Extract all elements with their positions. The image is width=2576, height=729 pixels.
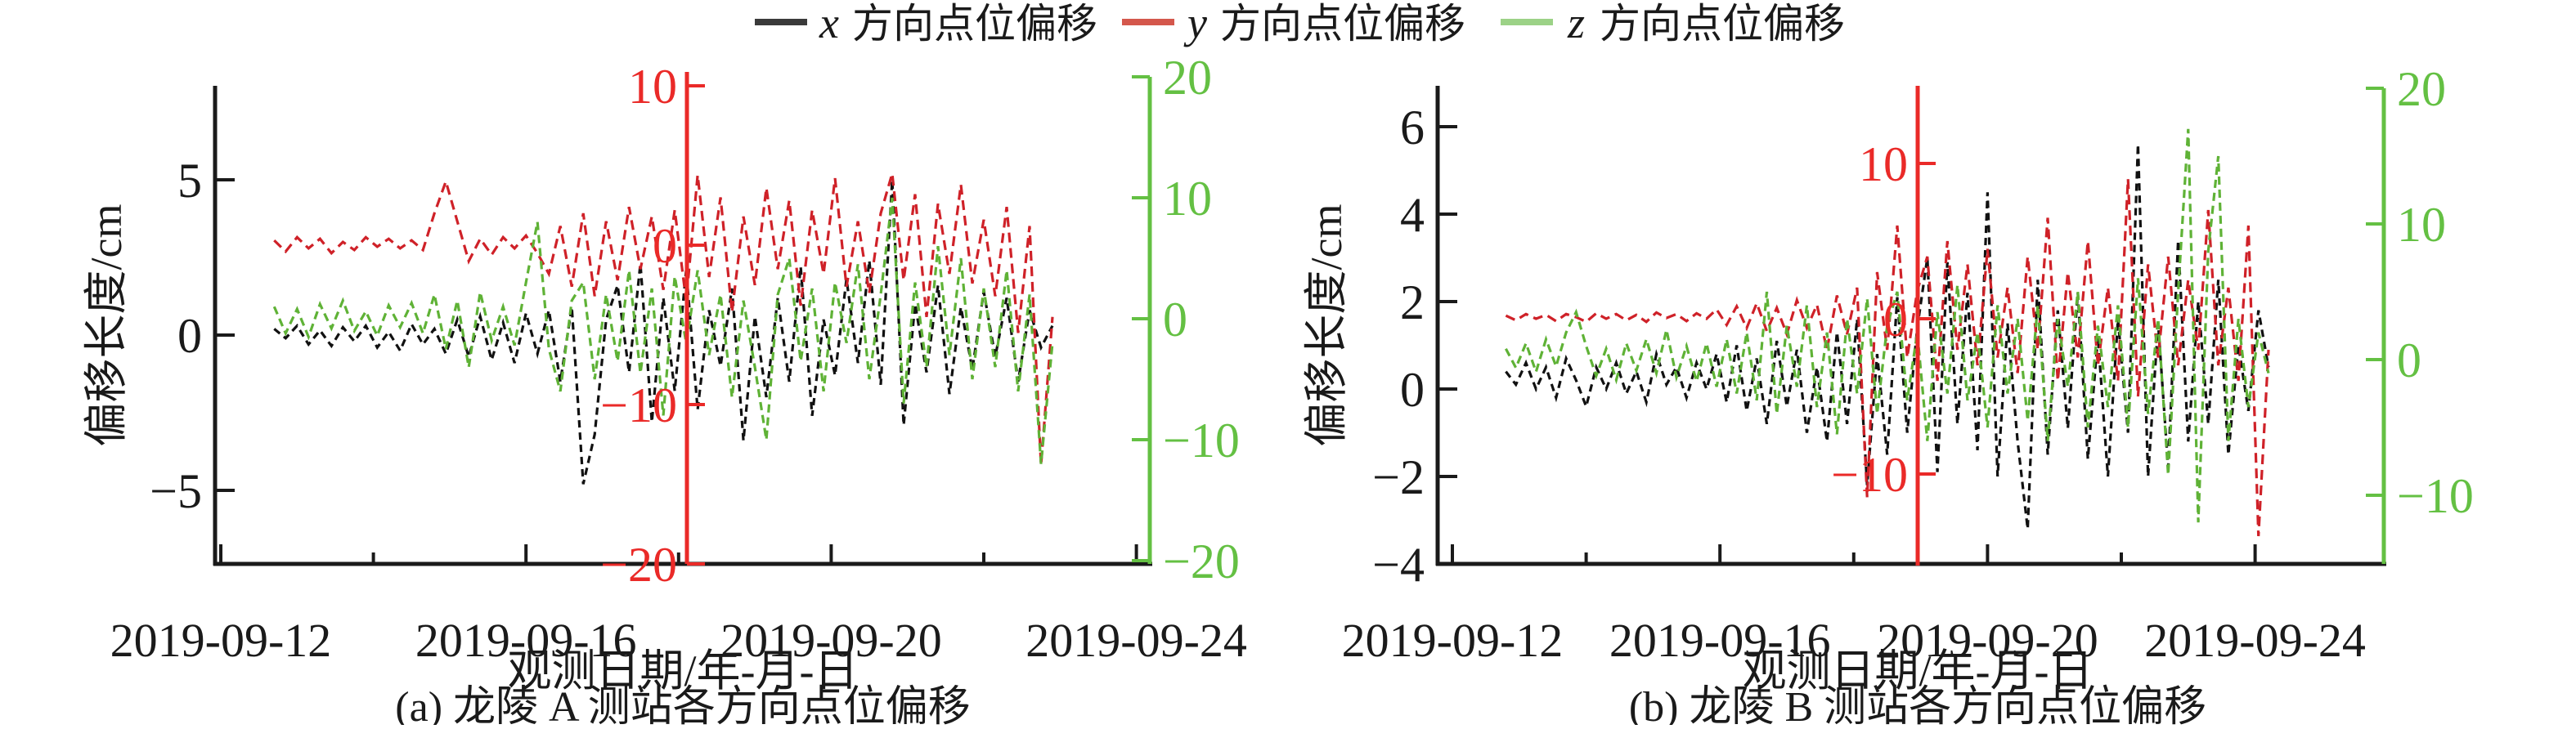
- red-tick-label: −20: [600, 538, 677, 592]
- red-tick-label: 0: [1883, 293, 1908, 347]
- caption-a: (a) 龙陵 A 测站各方向点位偏移: [395, 684, 970, 725]
- y-tick-label: 0: [177, 309, 202, 363]
- green-tick-label: −10: [2397, 469, 2474, 523]
- green-tick-label: −20: [1163, 534, 1240, 588]
- panel-a: 偏移长度/cm 5 0 −5 2019-09-12 2019-09-16 2019-09-…: [82, 51, 1247, 729]
- legend: x 方向点位偏移 y 方向点位偏移 z 方向点位偏移: [755, 0, 1845, 47]
- x-tick-label: 2019-09-12: [110, 614, 332, 667]
- x-axis-title-a: 观测日期/年-月-日: [508, 646, 859, 695]
- green-tick-label: 20: [1163, 51, 1212, 105]
- axes-group-a: 5 0 −5 2019-09-12 2019-09-16 2019-09-20 2019-0…: [110, 51, 1247, 667]
- red-tick-label: 0: [653, 219, 677, 273]
- legend-label-z: 方向点位偏移: [1600, 1, 1845, 47]
- x-tick-label: 2019-09-16: [1609, 614, 1831, 667]
- series-x-line-b: [1505, 144, 2270, 530]
- green-tick-label: 10: [1163, 172, 1212, 226]
- y-axis-title-b: 偏移长度/cm: [1302, 204, 1351, 447]
- y-tick-label: 2: [1400, 275, 1425, 329]
- y-tick-label: −4: [1372, 538, 1425, 592]
- green-tick-label: 20: [2397, 62, 2446, 116]
- series-y-line-b: [1505, 178, 2270, 537]
- legend-var-z: z: [1567, 0, 1585, 47]
- legend-var-x: x: [819, 0, 839, 47]
- y-tick-label: −2: [1372, 450, 1425, 504]
- legend-label-x: 方向点位偏移: [852, 1, 1097, 47]
- y-tick-label: 0: [1400, 363, 1425, 417]
- x-tick-label: 2019-09-20: [1877, 614, 2098, 667]
- legend-label-y: 方向点位偏移: [1220, 1, 1465, 47]
- x-tick-label: 2019-09-12: [1342, 614, 1564, 667]
- legend-swatch-x-icon: [755, 19, 807, 25]
- series-z-line-a: [272, 197, 1054, 464]
- caption-b: (b) 龙陵 B 测站各方向点位偏移: [1629, 684, 2206, 725]
- y-tick-label: 6: [1400, 101, 1425, 154]
- y-axis-title-a: 偏移长度/cm: [82, 204, 131, 447]
- green-tick-label: 0: [2397, 333, 2421, 387]
- green-tick-label: −10: [1163, 414, 1240, 467]
- y-tick-label: −5: [150, 464, 202, 518]
- x-tick-label: 2019-09-20: [720, 614, 942, 667]
- y-tick-label: 4: [1400, 188, 1425, 242]
- x-tick-label: 2019-09-24: [2144, 614, 2366, 667]
- green-tick-label: 0: [1163, 293, 1187, 347]
- y-tick-label: 5: [177, 154, 202, 208]
- legend-swatch-y-icon: [1122, 19, 1174, 25]
- x-tick-label: 2019-09-16: [415, 614, 637, 667]
- x-axis-title-b: 观测日期/年-月-日: [1743, 646, 2094, 695]
- green-tick-label: 10: [2397, 198, 2446, 252]
- series-x-line-a: [273, 179, 1054, 485]
- series-group-b: [1504, 128, 2270, 537]
- series-z-line-b: [1504, 128, 2270, 523]
- legend-var-y: y: [1183, 0, 1207, 47]
- red-tick-label: −10: [600, 378, 677, 432]
- legend-swatch-z-icon: [1501, 19, 1553, 25]
- series-y-line-a: [273, 172, 1054, 466]
- red-tick-label: −10: [1831, 448, 1908, 502]
- series-group-a: [272, 172, 1054, 485]
- x-tick-label: 2019-09-24: [1025, 614, 1247, 667]
- red-tick-label: 10: [1859, 137, 1908, 191]
- red-tick-label: 10: [628, 60, 677, 114]
